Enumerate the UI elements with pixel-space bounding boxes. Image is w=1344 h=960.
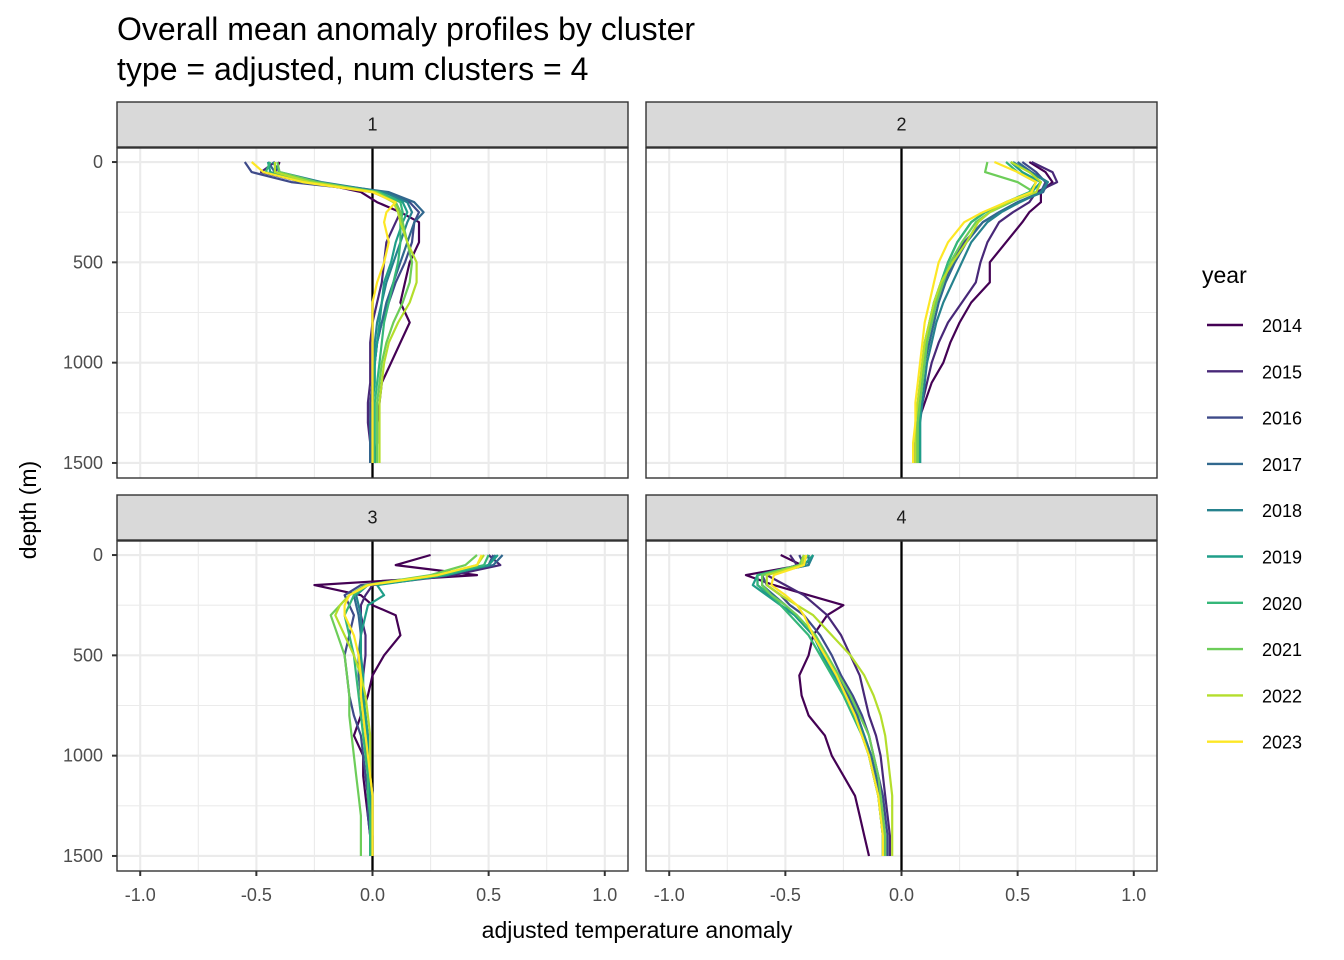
panel-border bbox=[645, 147, 1158, 479]
facet-strip bbox=[116, 101, 629, 148]
x-tick-label: 0.5 bbox=[476, 885, 501, 905]
x-tick-label: -1.0 bbox=[125, 885, 156, 905]
y-tick-label: 1000 bbox=[63, 353, 103, 373]
profile-line-2015 bbox=[765, 554, 892, 856]
legend-item-2014: 2014 bbox=[1207, 316, 1302, 336]
profile-lines bbox=[243, 161, 425, 464]
profile-line-2019 bbox=[359, 554, 499, 856]
facet-strip bbox=[645, 101, 1158, 148]
x-axis-title: adjusted temperature anomaly bbox=[482, 917, 793, 943]
legend-item-2022: 2022 bbox=[1207, 686, 1302, 706]
panels: 1 2 3 4 bbox=[116, 101, 1158, 872]
facet-strip-label: 1 bbox=[367, 115, 377, 135]
legend-label: 2021 bbox=[1262, 640, 1302, 660]
legend-title: year bbox=[1202, 262, 1247, 288]
legend-item-2017: 2017 bbox=[1207, 455, 1302, 475]
x-tick-label: 0.0 bbox=[889, 885, 914, 905]
legend-label: 2014 bbox=[1262, 316, 1302, 336]
y-tick-label: 1000 bbox=[63, 746, 103, 766]
profile-line-2022 bbox=[914, 161, 1043, 463]
facet-panel-1: 1 bbox=[116, 101, 629, 479]
profile-line-2021 bbox=[760, 554, 887, 856]
facet-strip-label: 4 bbox=[896, 508, 906, 528]
axes: 0 500 1000 1500 0 500 1000 1500 -1.0 -0.5 0.0 0.5 1.… bbox=[63, 152, 1146, 905]
chart-subtitle: type = adjusted, num clusters = 4 bbox=[117, 51, 588, 87]
legend-item-2018: 2018 bbox=[1207, 501, 1302, 521]
legend-item-2016: 2016 bbox=[1207, 409, 1302, 429]
profile-lines bbox=[313, 553, 504, 857]
legend-label: 2020 bbox=[1262, 594, 1302, 614]
profile-line-2020 bbox=[264, 161, 404, 463]
y-tick-label: 0 bbox=[93, 152, 103, 172]
facet-panel-4: 4 bbox=[645, 494, 1158, 872]
profile-line-2022 bbox=[765, 554, 894, 856]
y-tick-label: 1500 bbox=[63, 453, 103, 473]
x-tick-label: 0.5 bbox=[1005, 885, 1030, 905]
panel-border bbox=[116, 147, 629, 479]
legend-item-2019: 2019 bbox=[1207, 548, 1302, 568]
x-tick-label: -1.0 bbox=[654, 885, 685, 905]
profile-line-2023 bbox=[770, 554, 885, 856]
profile-line-2023 bbox=[911, 160, 1038, 463]
legend-item-2021: 2021 bbox=[1207, 640, 1302, 660]
legend-label: 2022 bbox=[1262, 686, 1302, 706]
profile-line-2023 bbox=[343, 554, 483, 856]
y-tick-label: 500 bbox=[73, 645, 103, 665]
profile-line-2023 bbox=[250, 161, 397, 463]
x-tick-label: 1.0 bbox=[1121, 885, 1146, 905]
profile-line-2014 bbox=[744, 554, 871, 857]
x-tick-label: -0.5 bbox=[770, 885, 801, 905]
profile-lines bbox=[744, 554, 894, 857]
facet-strip-label: 2 bbox=[896, 115, 906, 135]
legend-label: 2019 bbox=[1262, 548, 1302, 568]
legend-label: 2018 bbox=[1262, 501, 1302, 521]
chart-title: Overall mean anomaly profiles by cluster bbox=[117, 11, 695, 47]
profile-line-2018 bbox=[918, 161, 1049, 463]
x-tick-label: 0.0 bbox=[360, 885, 385, 905]
y-tick-label: 0 bbox=[93, 545, 103, 565]
y-tick-label: 1500 bbox=[63, 846, 103, 866]
legend: year 2014 2015 2016 2017 2018 2019 2020 2021 202… bbox=[1202, 262, 1302, 753]
y-tick-label: 500 bbox=[73, 252, 103, 272]
legend-item-2015: 2015 bbox=[1207, 362, 1302, 382]
legend-item-2023: 2023 bbox=[1207, 733, 1302, 753]
facet-strip-label: 3 bbox=[367, 508, 377, 528]
facet-panel-2: 2 bbox=[645, 101, 1158, 479]
facet-strip bbox=[645, 494, 1158, 541]
y-axis-title: depth (m) bbox=[15, 461, 41, 559]
facet-panel-3: 3 bbox=[116, 494, 629, 872]
profile-line-2014 bbox=[313, 553, 479, 857]
x-tick-label: 1.0 bbox=[592, 885, 617, 905]
legend-label: 2023 bbox=[1262, 733, 1302, 753]
profile-lines bbox=[911, 160, 1059, 463]
legend-item-2020: 2020 bbox=[1207, 594, 1302, 614]
legend-label: 2016 bbox=[1262, 409, 1302, 429]
legend-label: 2017 bbox=[1262, 455, 1302, 475]
profile-line-2021 bbox=[329, 554, 478, 856]
facet-strip bbox=[116, 494, 629, 541]
legend-label: 2015 bbox=[1262, 362, 1302, 382]
x-tick-label: -0.5 bbox=[241, 885, 272, 905]
